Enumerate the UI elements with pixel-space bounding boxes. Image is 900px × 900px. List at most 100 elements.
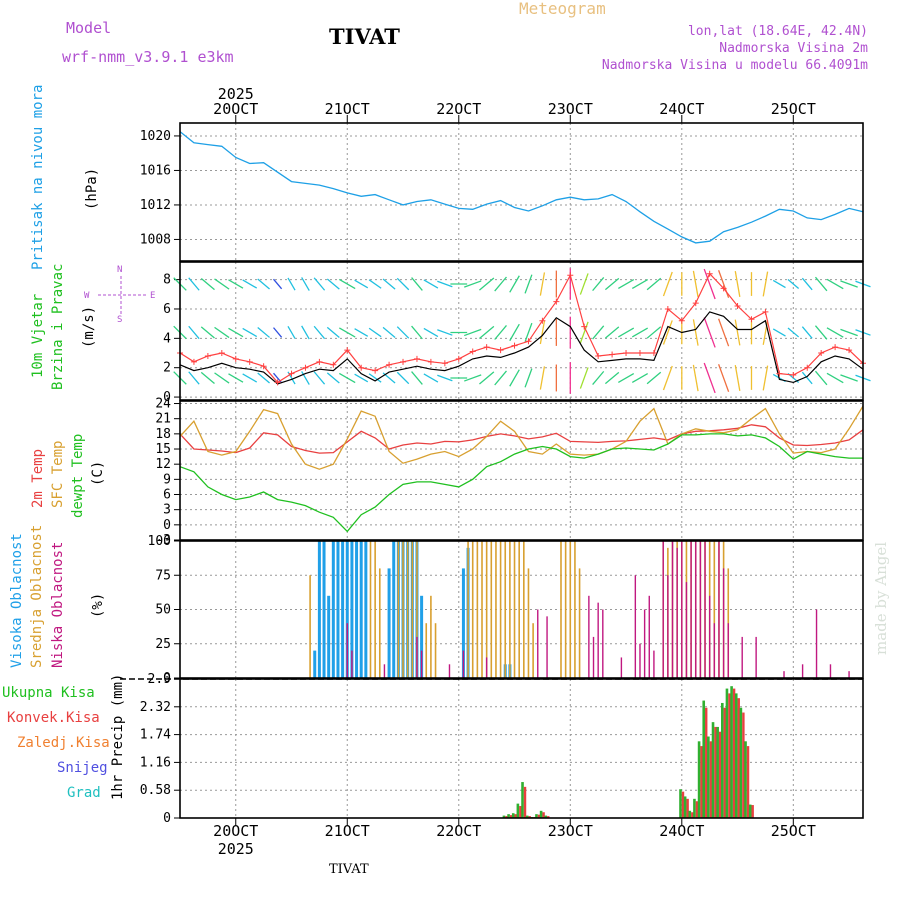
- wind-arrow: [772, 279, 786, 289]
- model-elevation-label: Nadmorska Visina u modelu 66.4091m: [601, 58, 868, 73]
- year-label-bottom: 2025: [218, 840, 254, 858]
- conv-precip-bar: [523, 786, 527, 818]
- low-cloud-bar: [699, 541, 702, 678]
- mid-cloud-bar: [485, 541, 488, 678]
- wind-arrow: [662, 271, 673, 297]
- wind-arrow: [814, 276, 828, 292]
- model-name: wrf-nmm_v3.9.1 e3km: [62, 48, 234, 66]
- wind-speed-point: [413, 355, 420, 362]
- wind-arrow: [631, 372, 649, 383]
- y-tick-label: 75: [155, 568, 171, 583]
- wind-arrow: [200, 326, 215, 339]
- wind-speed-point: [734, 303, 741, 310]
- mid-cloud-bar: [430, 595, 432, 678]
- wind-arrow: [287, 326, 296, 339]
- low-cloud-bar: [755, 636, 757, 678]
- y-tick-label: 24: [155, 397, 171, 412]
- wind-arrow: [396, 371, 410, 385]
- wind-gust-line: [179, 311, 864, 385]
- low-cloud-bar: [722, 568, 725, 678]
- conv-precip-bar: [742, 712, 745, 818]
- low-cloud-bar: [602, 609, 604, 678]
- low-cloud-bar: [462, 650, 465, 678]
- wind-speed-point: [818, 350, 825, 357]
- year-label-top: 2025: [218, 85, 254, 103]
- wind-arrow: [772, 328, 786, 337]
- conv-precip-bar: [681, 791, 685, 818]
- y-tick-label: 9: [163, 472, 171, 487]
- wind-speed-point: [595, 352, 602, 359]
- mid-cloud-bar: [523, 541, 525, 678]
- low-cloud-bar: [416, 636, 418, 678]
- low-cloud-bar: [485, 657, 488, 678]
- panel-frame-clouds: [179, 540, 864, 679]
- conv-precip-bar: [509, 815, 513, 818]
- low-cloud-bar: [546, 616, 548, 678]
- low-cloud-bar: [704, 541, 706, 678]
- y-tick-label: 0: [163, 518, 171, 533]
- wind-arrow: [692, 319, 699, 346]
- wind-arrow: [368, 279, 382, 289]
- wind-arrow: [396, 277, 410, 291]
- conv-precip-bar: [723, 707, 727, 818]
- wind-arrow: [313, 277, 326, 291]
- conv-precip-bar: [751, 805, 754, 818]
- wind-arrow: [368, 373, 382, 383]
- total-precip-bar: [730, 686, 733, 818]
- dewpt-line: [179, 433, 863, 533]
- total-precip-bar: [521, 782, 524, 818]
- wind-arrow: [464, 280, 482, 288]
- wind-speed-point: [720, 285, 727, 292]
- mid-cloud-bar: [490, 541, 493, 678]
- wind-arrow: [539, 366, 546, 390]
- x-tick-label-bottom: 23OCT: [548, 822, 593, 840]
- low-cloud-bar: [597, 602, 599, 678]
- wind-arrow: [354, 328, 369, 337]
- wind-arrow: [592, 325, 605, 340]
- wind-arrow: [479, 277, 495, 291]
- low-cloud-bar: [420, 650, 423, 678]
- total-precip-bar: [516, 803, 520, 818]
- wind-speed-point: [483, 344, 490, 351]
- wind-arrow: [631, 327, 649, 338]
- wind-arrow: [313, 371, 326, 385]
- total-precip-bar: [702, 700, 706, 818]
- low-cloud-bar: [383, 664, 386, 678]
- wind-arrow: [718, 364, 730, 392]
- sfc-temp-line: [179, 405, 864, 470]
- y-tick-label: 1008: [140, 232, 171, 247]
- wind-arrow: [214, 372, 230, 384]
- wind-speed-point: [832, 344, 839, 351]
- conv-precip-bar: [519, 806, 522, 818]
- x-tick-label-bottom: 25OCT: [771, 822, 816, 840]
- total-precip-bar: [679, 789, 682, 818]
- wind-arrow: [604, 326, 620, 339]
- total-precip-bar: [525, 815, 529, 818]
- wind-arrow: [273, 327, 283, 338]
- panel-frame-precipitation: [179, 678, 864, 819]
- wind-speed-point: [427, 358, 434, 365]
- mid-cloud-bar: [481, 541, 483, 678]
- wind-speed-point: [650, 350, 657, 357]
- compass-w: W: [84, 291, 90, 301]
- x-tick-label-top: 23OCT: [548, 100, 593, 118]
- wind-arrow: [646, 371, 662, 385]
- wind-arrow: [242, 279, 258, 289]
- compass-n: N: [117, 265, 122, 275]
- y-tick-label: 1020: [140, 129, 171, 144]
- wind-speed-point: [553, 298, 560, 305]
- mid-cloud-bar: [378, 568, 381, 678]
- high-cloud-bar: [327, 595, 331, 678]
- wind-arrow: [646, 326, 662, 339]
- wind-speed-point: [372, 367, 379, 374]
- wind-arrow: [509, 323, 520, 342]
- total-precip-bar: [744, 741, 747, 818]
- conv-precip-bar: [728, 693, 731, 818]
- wind-arrow: [257, 327, 270, 338]
- mid-cloud-bar: [713, 541, 716, 678]
- mid-cloud-bar: [527, 568, 530, 678]
- wind-arrow: [188, 371, 200, 385]
- wind-speed-point: [497, 347, 504, 354]
- high-cloud-bar: [355, 541, 359, 678]
- wind-speed-point: [511, 342, 518, 349]
